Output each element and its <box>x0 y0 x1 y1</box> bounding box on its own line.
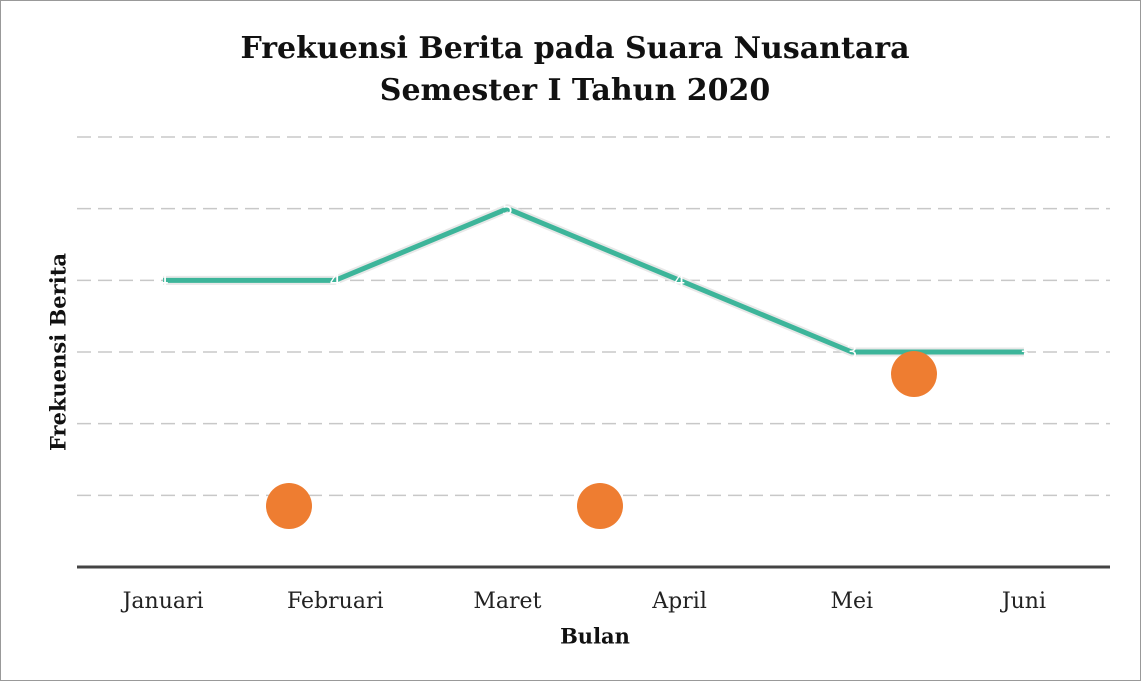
data-label: 3 <box>1018 342 1029 363</box>
data-label: 5 <box>502 199 513 220</box>
data-label: 4 <box>330 270 341 291</box>
chart-title-line: Semester I Tahun 2020 <box>380 73 770 108</box>
chart-title-line: Frekuensi Berita pada Suara Nusantara <box>240 31 909 66</box>
data-label: 4 <box>674 270 685 291</box>
x-tick-label: Mei <box>830 589 873 614</box>
x-tick-label: Januari <box>121 589 204 614</box>
plot-area: Januari Februari Maret April Mei Juni 4 4 5 4 3 3 <box>77 136 1110 614</box>
decorative-circle <box>577 483 623 529</box>
decorative-circle <box>891 351 937 397</box>
decoration <box>266 351 937 529</box>
decorative-circle <box>266 483 312 529</box>
data-label: 3 <box>846 342 857 363</box>
data-label: 4 <box>157 270 168 291</box>
x-tick-label: Maret <box>473 589 541 614</box>
x-axis-label: Bulan <box>560 624 630 649</box>
x-tick-label: Juni <box>1000 589 1046 614</box>
y-axis-label: Frekuensi Berita <box>46 253 71 451</box>
x-tick-label: April <box>651 589 707 614</box>
x-tick-label: Februari <box>287 589 384 614</box>
line <box>163 206 1024 355</box>
